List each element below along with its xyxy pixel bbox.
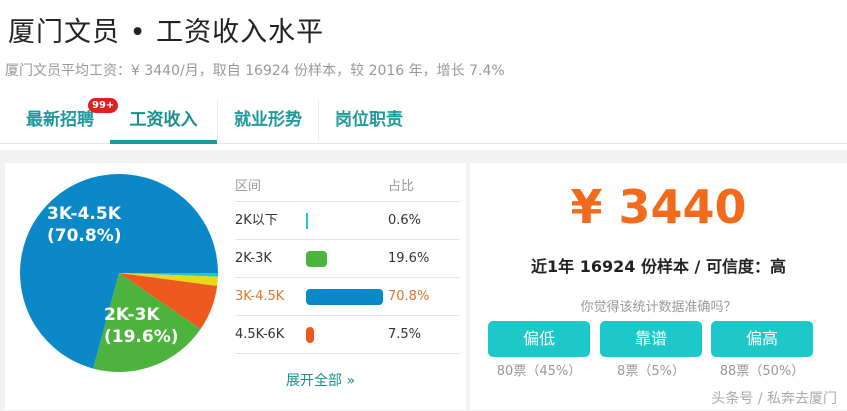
share-bar: [306, 251, 328, 267]
summary-panel: [470, 163, 847, 410]
range-label: 2K以下: [235, 213, 278, 228]
share-value: 0.6%: [388, 213, 422, 228]
share-bar: [306, 327, 315, 343]
salary-pie-chart: [19, 174, 218, 372]
count-badge: 99+: [88, 98, 119, 113]
pie-label-3k-4.5k: 3K-4.5K (70.8%): [47, 204, 122, 246]
slice-2k-below: [119, 273, 218, 277]
divider: [217, 100, 218, 140]
range-label: 3K-4.5K: [235, 289, 285, 304]
share-bar: [306, 289, 383, 305]
watermark: 头条号 / 私奔去厦门: [711, 391, 837, 407]
slice-other: [119, 273, 218, 287]
slice-4.5k-6k: [119, 273, 218, 330]
slice-2k-3k: [93, 273, 201, 372]
table-row: 3K-4.5K 70.8%: [235, 278, 460, 316]
vote-accurate-count: 8票（5%）: [617, 364, 685, 379]
tab-duties[interactable]: 岗位职责: [335, 110, 403, 130]
range-label: 4.5K-6K: [235, 327, 285, 342]
distribution-table: 区间 占比 2K以下 0.6% 2K-3K 19.6% 3K-4.5K 70.8% 4.5K-…: [235, 172, 460, 354]
tab-latest-jobs[interactable]: 最新招聘: [26, 110, 94, 130]
page-subtitle: 厦门文员平均工资：¥ 3440/月，取自 16924 份样本，较 2016 年，…: [5, 63, 505, 79]
page-title: 厦门文员 • 工资收入水平: [8, 17, 325, 48]
average-salary: ¥ 3440: [570, 180, 747, 234]
tab-employment[interactable]: 就业形势: [234, 110, 302, 130]
table-row: 2K以下 0.6%: [235, 202, 460, 240]
vote-accurate-button[interactable]: 靠谱: [600, 321, 702, 357]
slice-3k-4.5k: [19, 174, 218, 369]
share-value: 70.8%: [388, 289, 430, 304]
tab-bar: 最新招聘 工资收入 就业形势 岗位职责: [0, 96, 847, 144]
accuracy-question: 你觉得该统计数据准确吗？: [580, 300, 737, 315]
vote-low-count: 80票（45%）: [496, 364, 582, 379]
expand-all-link[interactable]: 展开全部 »: [286, 373, 356, 389]
share-bar: [306, 213, 308, 229]
pie-label-2k-3k: 2K-3K (19.6%): [104, 305, 179, 347]
tab-salary[interactable]: 工资收入: [110, 96, 217, 144]
share-value: 7.5%: [388, 327, 422, 342]
divider: [318, 100, 319, 140]
vote-low-button[interactable]: 偏低: [488, 321, 590, 357]
vote-high-count: 88票（50%）: [719, 364, 805, 379]
share-value: 19.6%: [388, 251, 430, 266]
table-row: 4.5K-6K 7.5%: [235, 316, 460, 354]
vote-high-button[interactable]: 偏高: [711, 321, 813, 357]
sample-stat: 近1年 16924 份样本 / 可信度：高: [531, 257, 786, 276]
table-header: 区间 占比: [235, 172, 460, 202]
table-row: 2K-3K 19.6%: [235, 240, 460, 278]
range-label: 2K-3K: [235, 251, 272, 266]
